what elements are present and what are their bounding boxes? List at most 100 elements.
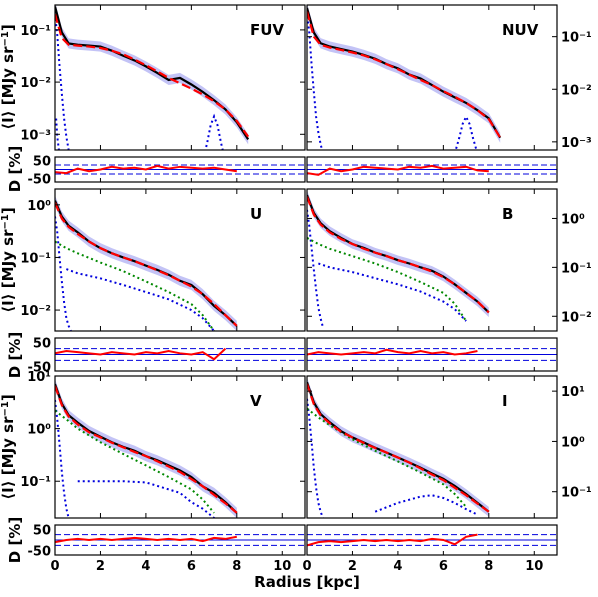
y-tick-label: 10⁻² xyxy=(561,83,592,98)
panels-group: 10⁻¹10⁻²10⁻³FUV50-5010⁻¹10⁻²10⁻³NUV10⁰10… xyxy=(20,4,592,574)
y-axis-label-text: ⟨I⟩ [MJy sr xyxy=(0,46,17,130)
component-line-green-1 xyxy=(307,407,467,508)
residual-frame xyxy=(306,524,558,556)
panel-nuv: 10⁻¹ 10⁻² 10⁻³ NUV xyxy=(306,4,592,183)
residual-line xyxy=(55,535,238,544)
panel-v: 10¹ 10⁰ 10⁻¹ V 50 -500 2 4 6 8 10 xyxy=(20,370,306,574)
uncertainty-band xyxy=(307,190,489,318)
residual-frame xyxy=(54,337,306,372)
component-line-green-1 xyxy=(55,409,215,514)
y-axis-label-exponent: −1 xyxy=(0,31,11,46)
y-tick-label: 10⁻¹ xyxy=(20,24,51,39)
y-axis-label-main: ⟨I⟩ [MJy sr−1] xyxy=(0,394,17,499)
component-line-blue-1 xyxy=(454,114,478,150)
residual-plot-area xyxy=(307,348,557,361)
residual-line xyxy=(55,347,227,361)
y-axis-label-residual: D [%] xyxy=(6,517,24,563)
y-tick-label: 10⁰ xyxy=(561,212,585,227)
x-tick-label: 0 xyxy=(302,559,311,574)
component-line-blue-0 xyxy=(307,209,324,328)
component-line-blue-2 xyxy=(318,262,467,322)
x-tick-label: 4 xyxy=(141,559,150,574)
band-label: B xyxy=(502,205,513,223)
x-tick-label: 4 xyxy=(393,559,402,574)
y-tick-label: 10⁻² xyxy=(561,310,592,325)
y-axis-label-close: ] xyxy=(0,24,17,31)
model-profile-line xyxy=(307,196,490,314)
panel-u: 10⁰ 10⁻¹ 10⁻² U 50 -50 xyxy=(20,188,306,375)
x-axis-label: Radius [kpc] xyxy=(254,573,360,591)
residual-frame xyxy=(306,337,558,372)
panel-fuv: 10⁻¹ 10⁻² 10⁻³ FUV 50 -50 xyxy=(20,4,306,187)
x-tick-label: 10 xyxy=(273,559,291,574)
model-profile-line xyxy=(55,385,238,514)
uncertainty-band xyxy=(55,5,249,145)
y-axis-label-residual: D [%] xyxy=(6,146,24,192)
model-profile-line xyxy=(307,11,502,139)
plot-area xyxy=(55,379,238,518)
panel-frame xyxy=(306,4,558,151)
component-line-blue-0 xyxy=(55,14,70,150)
panel-frame xyxy=(54,188,306,332)
component-line-green-1 xyxy=(55,240,215,331)
y-tick-label: 10⁻³ xyxy=(20,128,51,143)
y-tick-label: 10⁰ xyxy=(561,435,585,450)
y-tick-label: 10⁻¹ xyxy=(20,251,51,266)
y-tick-label: 10⁰ xyxy=(27,423,51,438)
uncertainty-band xyxy=(55,379,237,518)
panel-frame xyxy=(306,375,558,519)
panel-b: 10⁰ 10⁻¹ 10⁻² B xyxy=(306,188,592,372)
plot-area xyxy=(307,190,490,328)
y-axis-labels: ⟨I⟩ [MJy sr−1]⟨I⟩ [MJy sr−1]⟨I⟩ [MJy sr−… xyxy=(0,24,24,563)
y-tick-label: 10¹ xyxy=(27,370,51,385)
component-line-blue-0 xyxy=(307,11,324,150)
y-tick-label: 10⁻¹ xyxy=(561,261,592,276)
y-tick-label: 10⁻² xyxy=(20,304,51,319)
residual-tick-label: -50 xyxy=(28,172,52,187)
residual-plot-area xyxy=(55,164,305,175)
x-tick-label: 10 xyxy=(525,559,543,574)
y-tick-label: 10⁻² xyxy=(20,76,51,91)
y-axis-label-text: ⟨I⟩ [MJy sr xyxy=(0,229,17,313)
y-axis-label-text: ⟨I⟩ [MJy sr xyxy=(0,416,17,500)
panel-frame xyxy=(54,375,306,519)
x-tick-label: 8 xyxy=(232,559,241,574)
residual-line xyxy=(55,164,237,175)
band-label: NUV xyxy=(502,21,539,39)
y-axis-label-close: ] xyxy=(0,207,17,214)
residual-plot-area xyxy=(55,347,305,361)
x-tick-label: 6 xyxy=(439,559,448,574)
plot-area xyxy=(55,195,238,331)
observed-profile-line xyxy=(307,194,490,314)
y-tick-label: 10⁻¹ xyxy=(20,475,51,490)
residual-line xyxy=(307,533,478,547)
model-profile-line xyxy=(55,202,238,327)
model-profile-line xyxy=(307,383,490,513)
y-tick-label: 10⁻¹ xyxy=(561,31,592,46)
residual-plot-area xyxy=(307,164,557,176)
uncertainty-band xyxy=(307,377,489,517)
band-label: FUV xyxy=(250,21,284,39)
residual-line xyxy=(307,348,478,356)
x-tick-label: 0 xyxy=(50,559,59,574)
residual-line xyxy=(307,164,489,176)
y-tick-label: 10⁻¹ xyxy=(561,486,592,501)
band-label: V xyxy=(250,392,262,410)
residual-plot-area xyxy=(307,533,557,547)
x-tick-label: 8 xyxy=(484,559,493,574)
residual-frame xyxy=(54,524,306,556)
plot-area xyxy=(307,377,490,518)
residual-tick-label: 50 xyxy=(33,337,51,352)
y-axis-label-exponent: −1 xyxy=(0,401,11,416)
component-line-blue-0 xyxy=(55,216,72,331)
model-profile-line xyxy=(55,13,250,138)
residual-tick-label: -50 xyxy=(28,360,52,375)
plot-area xyxy=(307,5,502,150)
x-tick-label: 6 xyxy=(187,559,196,574)
component-line-blue-2 xyxy=(66,268,215,331)
y-tick-label: 10⁻³ xyxy=(561,136,592,151)
y-tick-label: 10⁰ xyxy=(27,199,51,214)
component-line-blue-2 xyxy=(374,494,478,516)
band-label: U xyxy=(250,205,262,223)
